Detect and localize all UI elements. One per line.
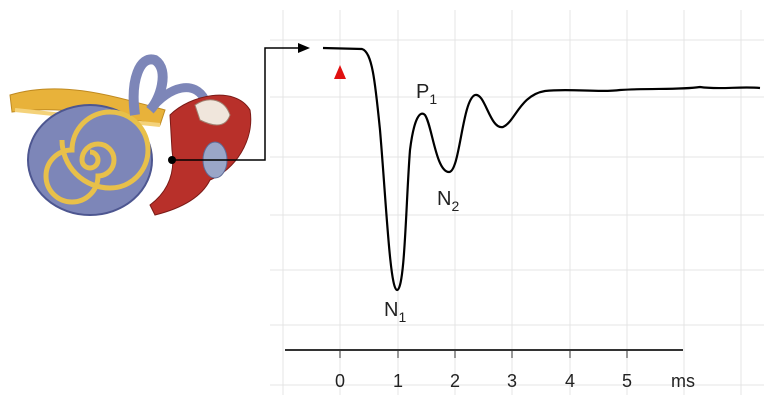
peak-letter: N bbox=[384, 299, 398, 321]
ear-illustration bbox=[10, 59, 251, 215]
stimulus-marker bbox=[334, 65, 346, 79]
peak-letter: N bbox=[437, 188, 451, 210]
axis-unit: ms bbox=[671, 371, 695, 391]
peak-index: 1 bbox=[429, 91, 437, 107]
peak-label: N2 bbox=[437, 188, 459, 214]
peak-index: 1 bbox=[398, 309, 406, 325]
tick-label: 0 bbox=[335, 371, 345, 391]
diagram: 0 1 2 3 4 5 ms P1 N2 N1 bbox=[0, 0, 764, 402]
waveform bbox=[323, 48, 760, 290]
peak-label: N1 bbox=[384, 299, 406, 325]
tick-label: 5 bbox=[622, 371, 632, 391]
x-axis bbox=[285, 350, 683, 358]
tick-label: 4 bbox=[565, 371, 575, 391]
tick-label: 2 bbox=[450, 371, 460, 391]
tick-label: 1 bbox=[393, 371, 403, 391]
peak-label: P1 bbox=[416, 81, 437, 107]
peak-letter: P bbox=[416, 81, 429, 103]
tick-label: 3 bbox=[507, 371, 517, 391]
peak-index: 2 bbox=[451, 198, 459, 214]
grid bbox=[270, 10, 764, 395]
page: 0 1 2 3 4 5 ms P1 N2 N1 (() => { const d… bbox=[0, 0, 764, 402]
